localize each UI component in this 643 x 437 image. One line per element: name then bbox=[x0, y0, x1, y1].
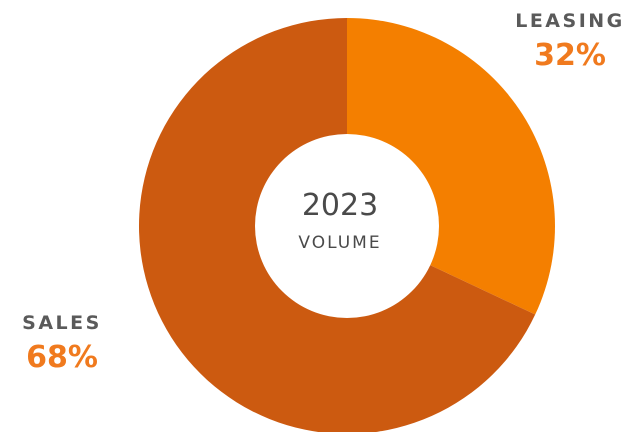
sales-name-label: SALES bbox=[22, 312, 102, 334]
center-volume-label: VOLUME bbox=[298, 233, 382, 253]
leasing-name-label: LEASING bbox=[515, 10, 625, 32]
leasing-slice-label: LEASING 32% bbox=[500, 10, 640, 76]
center-year-label: 2023 bbox=[301, 188, 379, 223]
sales-slice-label: SALES 68% bbox=[0, 312, 124, 378]
donut-hole bbox=[255, 134, 439, 318]
sales-percent-label: 68% bbox=[26, 340, 98, 375]
leasing-percent-label: 32% bbox=[534, 38, 606, 73]
